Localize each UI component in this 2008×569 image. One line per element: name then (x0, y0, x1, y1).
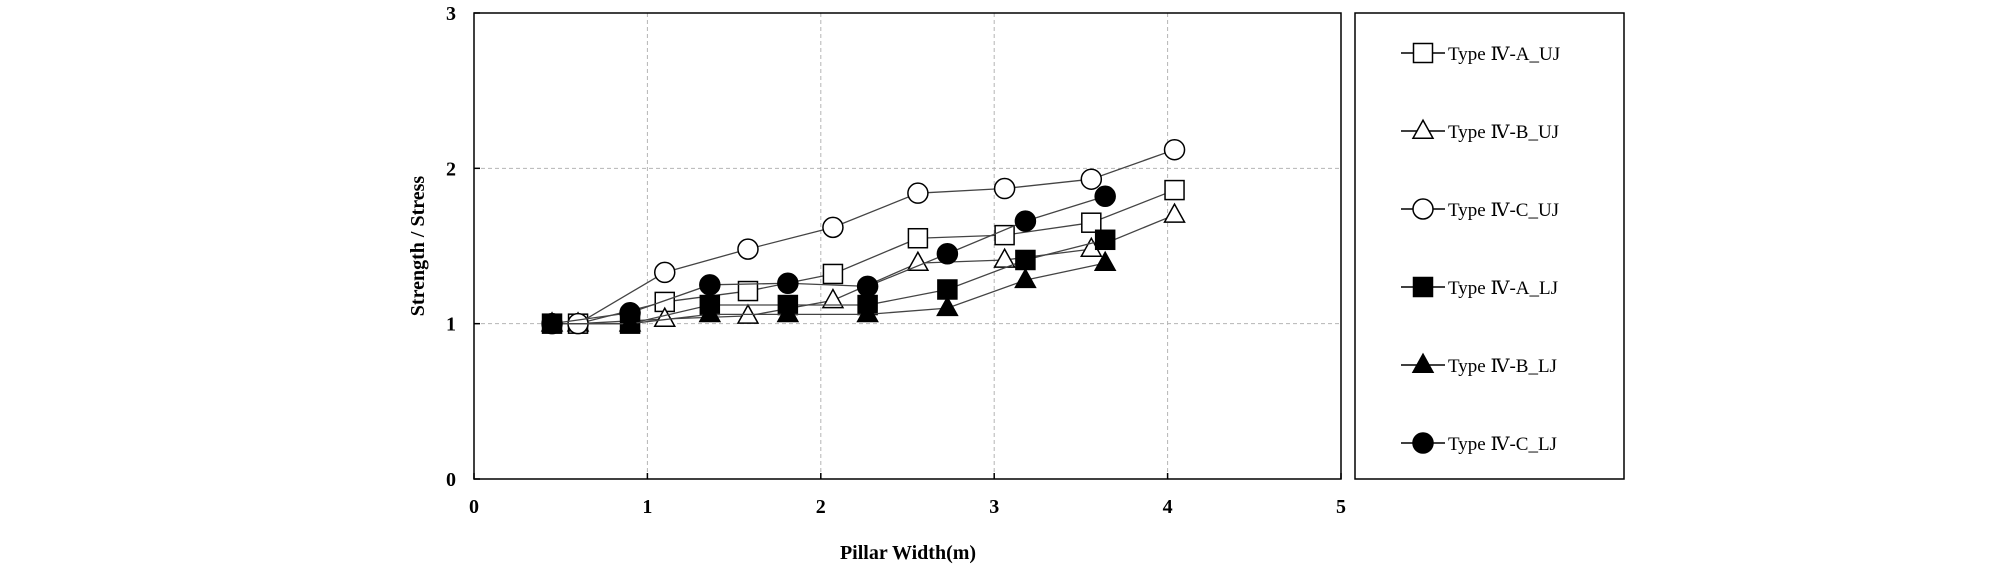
x-tick-label: 2 (816, 496, 826, 518)
data-point (1015, 249, 1036, 271)
legend-marker (1411, 352, 1435, 373)
series-line (551, 195, 1106, 325)
series-layer (540, 138, 1186, 335)
data-point (619, 302, 641, 324)
legend-item: Type Ⅳ-B_UJ (1401, 118, 1559, 143)
data-point (1080, 168, 1103, 190)
legend-marker (1412, 198, 1434, 220)
data-point (822, 216, 844, 239)
x-tick-label: 0 (469, 496, 479, 518)
series-group (567, 138, 1186, 335)
legend-marker (1411, 118, 1435, 139)
data-point (1163, 138, 1186, 161)
legend-marker (1412, 42, 1434, 64)
data-point (993, 247, 1016, 268)
legend-item: Type Ⅳ-A_UJ (1401, 42, 1560, 65)
data-point (653, 261, 676, 284)
legend-label: Type Ⅳ-C_UJ (1448, 200, 1559, 221)
data-point (856, 275, 879, 298)
series-group (567, 179, 1185, 334)
series-line (552, 262, 1106, 325)
series-group (541, 185, 1116, 335)
data-point (699, 274, 721, 296)
legend-item: Type Ⅳ-C_UJ (1401, 198, 1559, 221)
plot-area-frame (473, 12, 1342, 480)
y-tick-label: 0 (446, 469, 456, 491)
data-point (1094, 185, 1116, 208)
data-point (907, 227, 929, 249)
legend-label: Type Ⅳ-B_LJ (1448, 356, 1557, 377)
data-point (1014, 210, 1037, 232)
legend-item: Type Ⅳ-B_LJ (1401, 352, 1557, 377)
y-tick-label: 3 (446, 3, 456, 25)
legend-item: Type Ⅳ-A_LJ (1401, 276, 1558, 299)
data-point (1163, 202, 1186, 223)
data-point (698, 302, 722, 323)
data-point (821, 288, 845, 309)
data-point (737, 280, 759, 302)
legend: Type Ⅳ-A_UJ Type Ⅳ-B_UJ Type Ⅳ-C_UJ Type Ⅳ-… (1401, 42, 1560, 455)
series-line (577, 149, 1175, 325)
data-point (906, 250, 930, 272)
x-tick-label: 3 (989, 496, 999, 518)
data-point (1093, 250, 1117, 272)
legend-label: Type Ⅳ-C_LJ (1448, 434, 1557, 455)
data-point (822, 263, 844, 285)
series-line (577, 189, 1175, 325)
legend-label: Type Ⅳ-A_UJ (1448, 44, 1560, 65)
data-point (541, 312, 563, 335)
data-point (1164, 179, 1185, 201)
data-point (993, 177, 1016, 200)
data-point (1081, 212, 1102, 233)
data-point (737, 238, 759, 260)
data-point (1014, 267, 1037, 289)
data-point (936, 295, 959, 317)
data-point (907, 182, 929, 204)
data-point (856, 302, 879, 323)
legend-box (1354, 12, 1625, 480)
legend-item: Type Ⅳ-C_LJ (1401, 432, 1557, 455)
x-tick-label: 4 (1163, 496, 1173, 518)
legend-marker (1412, 276, 1434, 298)
series-line (552, 239, 1106, 325)
data-point (936, 243, 959, 265)
data-point (776, 302, 800, 323)
grid (474, 13, 1341, 479)
legend-marker (1412, 432, 1434, 454)
x-tick-label: 1 (642, 496, 652, 518)
y-axis-title: Strength / Stress (407, 176, 429, 317)
x-axis-ticks: 0 1 2 3 4 5 (469, 473, 1346, 518)
y-tick-label: 1 (446, 314, 456, 336)
y-tick-label: 2 (446, 158, 456, 180)
x-axis-title: Pillar Width(m) (840, 542, 976, 564)
legend-label: Type Ⅳ-A_LJ (1448, 278, 1558, 299)
x-tick-label: 5 (1336, 496, 1346, 518)
data-point (777, 272, 799, 295)
data-point (994, 224, 1015, 246)
data-point (1094, 229, 1116, 251)
y-axis-ticks: 0 1 2 3 (446, 3, 480, 491)
legend-label: Type Ⅳ-B_UJ (1448, 122, 1559, 143)
